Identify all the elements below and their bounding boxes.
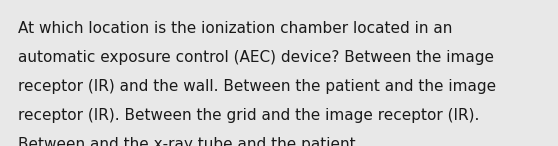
Text: At which location is the ionization chamber located in an: At which location is the ionization cham… — [18, 21, 453, 36]
Text: automatic exposure control (AEC) device? Between the image: automatic exposure control (AEC) device?… — [18, 50, 494, 65]
Text: Between and the x-ray tube and the patient.: Between and the x-ray tube and the patie… — [18, 138, 360, 146]
Text: receptor (IR). Between the grid and the image receptor (IR).: receptor (IR). Between the grid and the … — [18, 108, 479, 123]
Text: receptor (IR) and the wall. Between the patient and the image: receptor (IR) and the wall. Between the … — [18, 79, 496, 94]
